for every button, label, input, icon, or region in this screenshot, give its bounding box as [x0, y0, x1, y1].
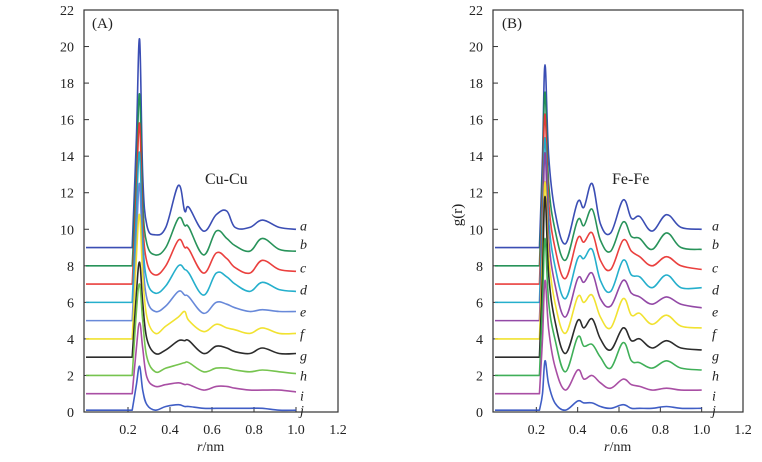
series-line-h	[86, 283, 297, 377]
plot-frame	[492, 9, 744, 413]
y-tick-label: 22	[469, 4, 483, 19]
x-axis-label: r/nm	[197, 440, 224, 455]
y-tick-label: 12	[60, 187, 74, 202]
series-line-j	[495, 359, 702, 412]
x-axis-label-variable: r	[197, 440, 203, 455]
series-line-a	[86, 38, 297, 249]
series-line-h	[495, 237, 702, 377]
series-label-a: a	[300, 220, 307, 235]
y-tick-label: 6	[476, 296, 483, 311]
y-tick-label: 16	[60, 114, 74, 129]
series-line-f	[495, 181, 702, 340]
y-tick-label: 8	[476, 260, 483, 275]
panel-b: 0 2 4 6 8 10 12 14 16 18 20 22 0.2 0.4 0.6 0.8 1.0 1.2 r/n…	[450, 4, 752, 455]
y-tick-label: 22	[60, 4, 74, 19]
y-tick-label: 4	[476, 333, 483, 348]
y-tick-label: 20	[60, 41, 74, 56]
panel-a: 0 2 4 6 8 10 12 14 16 18 20 22 0.2 0.4 0.6 0.8 1.0 1.2 r/n…	[60, 4, 347, 455]
y-tick-label: 2	[67, 369, 74, 384]
x-axis-label-variable: r	[604, 440, 610, 455]
x-tick-label: 0.8	[245, 423, 263, 438]
series-label-a: a	[712, 220, 719, 235]
x-axis-label-unit: /nm	[202, 440, 224, 455]
series-label-i: i	[712, 390, 716, 405]
x-tick-label: 0.6	[610, 423, 628, 438]
series-line-g	[86, 261, 297, 358]
x-tick-label: 1.0	[287, 423, 305, 438]
x-tick-label: 0.8	[652, 423, 670, 438]
series-line-e	[86, 182, 297, 322]
y-tick-label: 6	[67, 296, 74, 311]
series-label-d: d	[712, 284, 720, 299]
series-label-h: h	[300, 369, 307, 384]
x-tick-label: 0.4	[569, 423, 587, 438]
series-label-j: j	[710, 404, 716, 419]
plot-frame	[83, 9, 339, 413]
y-tick-label: 0	[476, 406, 483, 421]
x-tick-label: 1.2	[329, 423, 347, 438]
series-label-g: g	[300, 349, 307, 364]
x-tick-label: 1.2	[734, 423, 752, 438]
series-line-i	[495, 279, 702, 395]
y-tick-label: 14	[469, 150, 483, 165]
series-line-d	[495, 137, 702, 304]
series-label-j: j	[298, 404, 304, 419]
series-line-b	[495, 91, 702, 267]
x-axis-label-unit: /nm	[609, 440, 631, 455]
pair-annotation: Cu-Cu	[205, 171, 248, 188]
y-tick-label: 10	[60, 223, 74, 238]
pair-annotation: Fe-Fe	[612, 171, 649, 188]
series-line-g	[495, 195, 702, 358]
series-label-f: f	[300, 327, 306, 342]
series-label-b: b	[300, 238, 307, 253]
series-line-c	[86, 122, 297, 285]
series-line-f	[86, 213, 297, 340]
series-label-d: d	[300, 284, 308, 299]
series-line-b	[86, 93, 297, 267]
panel-label: (B)	[502, 16, 522, 32]
series-label-h: h	[712, 369, 719, 384]
y-tick-label: 0	[67, 406, 74, 421]
y-tick-label: 18	[60, 77, 74, 92]
series-line-i	[86, 321, 297, 395]
y-tick-label: 2	[476, 369, 483, 384]
panel-label: (A)	[92, 16, 113, 32]
series-label-e: e	[300, 306, 306, 321]
series-label-g: g	[712, 349, 719, 364]
y-tick-label: 14	[60, 150, 74, 165]
series-label-f: f	[712, 327, 718, 342]
y-tick-label: 8	[67, 260, 74, 275]
series-line-a	[495, 64, 702, 249]
series-line-e	[495, 151, 702, 322]
series-label-c: c	[300, 262, 307, 277]
x-axis-label: r/nm	[604, 440, 631, 455]
series-line-j	[86, 365, 297, 412]
x-tick-label: 0.2	[528, 423, 546, 438]
y-tick-label: 4	[67, 333, 74, 348]
series-label-b: b	[712, 238, 719, 253]
y-tick-label: 10	[469, 223, 483, 238]
y-axis-label: g(r)	[450, 204, 466, 227]
y-tick-label: 18	[469, 77, 483, 92]
x-tick-label: 0.6	[203, 423, 221, 438]
x-tick-label: 1.0	[693, 423, 711, 438]
x-tick-label: 0.2	[119, 423, 137, 438]
series-line-d	[86, 151, 297, 304]
series-label-c: c	[712, 262, 719, 277]
y-tick-label: 12	[469, 187, 483, 202]
y-tick-label: 16	[469, 114, 483, 129]
series-label-i: i	[300, 390, 304, 405]
series-label-e: e	[712, 306, 718, 321]
y-tick-label: 20	[469, 41, 483, 56]
x-tick-label: 0.4	[161, 423, 179, 438]
series-line-c	[495, 113, 702, 285]
